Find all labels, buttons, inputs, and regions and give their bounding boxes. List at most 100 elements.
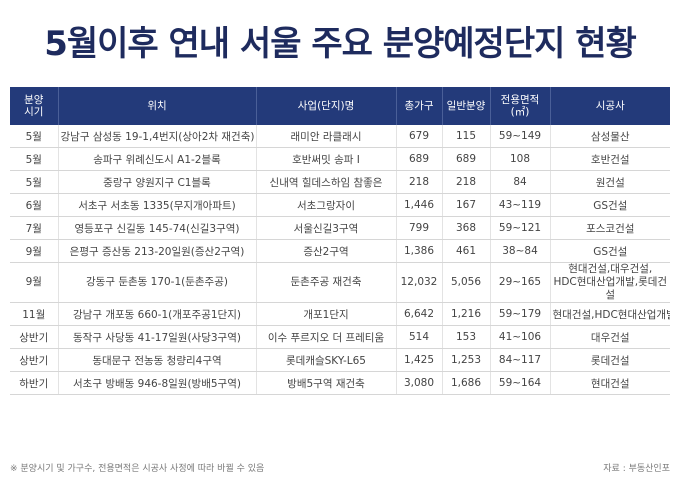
cell-location: 서초구 방배동 946-8일원(방배5구역) [58,371,257,395]
cell-area: 43~119 [490,193,551,217]
table-row: 9월 강동구 둔촌동 170-1(둔촌주공) 둔촌주공 재건축 12,032 5,056… [10,262,670,303]
table-row: 하반기 서초구 방배동 946-8일원(방배5구역) 방배5구역 재건축 3,080 1… [10,371,670,395]
cell-total-units: 3,080 [396,371,443,395]
cell-total-units: 679 [396,125,443,148]
cell-period: 11월 [10,302,59,326]
header-period: 분양 시기 [10,87,59,125]
cell-area: 84~117 [490,348,551,372]
cell-area: 59~149 [490,125,551,148]
cell-total-units: 514 [396,325,443,349]
table-row: 11월 강남구 개포동 660-1(개포주공1단지) 개포1단지 6,642 1,216… [10,302,670,326]
cell-area: 84 [490,170,551,194]
cell-complex-name: 호반써밋 송파 Ⅰ [256,147,397,171]
cell-location: 은평구 증산동 213-20일원(증산2구역) [58,239,257,263]
header-area: 전용면적 (㎡) [490,87,551,125]
cell-total-units: 1,446 [396,193,443,217]
cell-general-sale: 368 [442,216,491,240]
cell-period: 5월 [10,147,59,171]
cell-area: 29~165 [490,262,551,303]
cell-location: 강남구 개포동 660-1(개포주공1단지) [58,302,257,326]
cell-general-sale: 1,686 [442,371,491,395]
cell-builder: 현대건설,HDC현대산업개발 [550,302,670,326]
table-row: 5월 송파구 위례신도시 A1-2블록 호반써밋 송파 Ⅰ 689 689 108 호반건설 [10,147,670,171]
cell-period: 5월 [10,125,59,148]
cell-general-sale: 1,253 [442,348,491,372]
header-complex-name: 사업(단지)명 [256,87,397,125]
cell-builder: 원건설 [550,170,670,194]
cell-period: 7월 [10,216,59,240]
cell-location: 송파구 위례신도시 A1-2블록 [58,147,257,171]
cell-builder: 삼성물산 [550,125,670,148]
table-header-row: 분양 시기 위치 사업(단지)명 총가구 일반분양 전용면적 (㎡) 시공사 [10,87,670,125]
cell-total-units: 218 [396,170,443,194]
footnote: ※ 분양시기 및 가구수, 전용면적은 시공사 사정에 따라 바뀔 수 있음 [10,464,265,474]
table-body: 5월 강남구 삼성동 19-1,4번지(상아2차 재건축) 래미안 라클래시 679 1… [10,125,670,395]
cell-area: 41~106 [490,325,551,349]
cell-total-units: 689 [396,147,443,171]
cell-builder: 대우건설 [550,325,670,349]
cell-complex-name: 롯데캐슬SKY-L65 [256,348,397,372]
cell-location: 강동구 둔촌동 170-1(둔촌주공) [58,262,257,303]
cell-builder: 포스코건설 [550,216,670,240]
cell-location: 동작구 사당동 41-17일원(사당3구역) [58,325,257,349]
cell-general-sale: 5,056 [442,262,491,303]
cell-location: 영등포구 신길동 145-74(신길3구역) [58,216,257,240]
cell-period: 6월 [10,193,59,217]
cell-complex-name: 이수 푸르지오 더 프레티움 [256,325,397,349]
header-general-sale: 일반분양 [442,87,491,125]
page-title: 5월이후 연내 서울 주요 분양예정단지 현황 [44,23,637,64]
table-row: 상반기 동작구 사당동 41-17일원(사당3구역) 이수 푸르지오 더 프레티움 5… [10,325,670,349]
table-row: 7월 영등포구 신길동 145-74(신길3구역) 서울신길3구역 799 368 59~… [10,216,670,240]
cell-area: 59~121 [490,216,551,240]
apartment-schedule-table: 분양 시기 위치 사업(단지)명 총가구 일반분양 전용면적 (㎡) 시공사 5월 강남구 삼성동… [10,87,670,395]
cell-period: 상반기 [10,325,59,349]
cell-total-units: 799 [396,216,443,240]
cell-general-sale: 115 [442,125,491,148]
cell-period: 9월 [10,262,59,303]
cell-complex-name: 서울신길3구역 [256,216,397,240]
cell-area: 59~164 [490,371,551,395]
cell-total-units: 12,032 [396,262,443,303]
cell-location: 동대문구 전농동 청량리4구역 [58,348,257,372]
table-row: 6월 서초구 서초동 1335(무지개아파트) 서초그랑자이 1,446 167 43~1… [10,193,670,217]
table-row: 9월 은평구 증산동 213-20일원(증산2구역) 증산2구역 1,386 461 38… [10,239,670,263]
cell-location: 강남구 삼성동 19-1,4번지(상아2차 재건축) [58,125,257,148]
cell-builder: GS건설 [550,193,670,217]
source-note: 자료 : 부동산인포 [603,464,670,474]
table-row: 5월 강남구 삼성동 19-1,4번지(상아2차 재건축) 래미안 라클래시 679 1… [10,125,670,148]
cell-complex-name: 증산2구역 [256,239,397,263]
cell-period: 하반기 [10,371,59,395]
cell-total-units: 6,642 [396,302,443,326]
cell-total-units: 1,386 [396,239,443,263]
table-row: 5월 중랑구 양원지구 C1블록 신내역 힐데스하임 참좋은 218 218 84 원건설 [10,170,670,194]
cell-area: 38~84 [490,239,551,263]
cell-builder: 현대건설 [550,371,670,395]
cell-general-sale: 461 [442,239,491,263]
cell-complex-name: 래미안 라클래시 [256,125,397,148]
cell-builder: GS건설 [550,239,670,263]
cell-area: 108 [490,147,551,171]
cell-complex-name: 서초그랑자이 [256,193,397,217]
cell-general-sale: 153 [442,325,491,349]
cell-complex-name: 신내역 힐데스하임 참좋은 [256,170,397,194]
cell-period: 상반기 [10,348,59,372]
header-builder: 시공사 [550,87,670,125]
cell-complex-name: 방배5구역 재건축 [256,371,397,395]
cell-general-sale: 1,216 [442,302,491,326]
cell-builder: 호반건설 [550,147,670,171]
cell-builder: 현대건설,대우건설, HDC현대산업개발,롯데건설 [550,262,670,303]
cell-period: 5월 [10,170,59,194]
header-total-units: 총가구 [396,87,443,125]
header-location: 위치 [58,87,257,125]
cell-general-sale: 167 [442,193,491,217]
cell-complex-name: 개포1단지 [256,302,397,326]
cell-builder: 롯데건설 [550,348,670,372]
cell-area: 59~179 [490,302,551,326]
cell-period: 9월 [10,239,59,263]
cell-general-sale: 689 [442,147,491,171]
cell-location: 중랑구 양원지구 C1블록 [58,170,257,194]
cell-total-units: 1,425 [396,348,443,372]
cell-general-sale: 218 [442,170,491,194]
cell-location: 서초구 서초동 1335(무지개아파트) [58,193,257,217]
table-row: 상반기 동대문구 전농동 청량리4구역 롯데캐슬SKY-L65 1,425 1,253 8… [10,348,670,372]
